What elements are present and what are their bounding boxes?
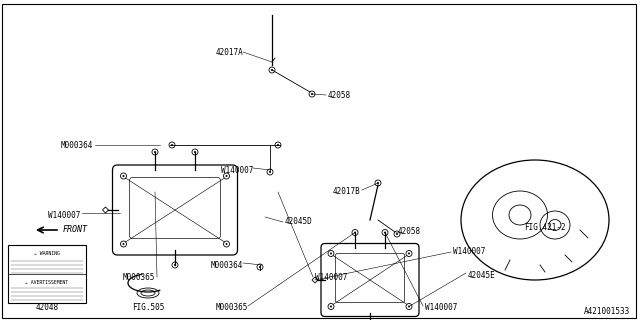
Text: FIG.505: FIG.505 — [132, 303, 164, 313]
Circle shape — [330, 252, 332, 254]
Text: W140007: W140007 — [453, 247, 485, 257]
Circle shape — [377, 182, 379, 184]
Circle shape — [271, 69, 273, 71]
Circle shape — [122, 243, 125, 245]
Text: 42058: 42058 — [398, 228, 421, 236]
Text: 42017B: 42017B — [332, 188, 360, 196]
Text: W140007: W140007 — [315, 273, 348, 282]
Text: M000364: M000364 — [211, 260, 243, 269]
Circle shape — [396, 233, 398, 235]
Text: ⚠ WARNING: ⚠ WARNING — [34, 251, 60, 255]
Circle shape — [122, 175, 125, 177]
Text: FRONT: FRONT — [63, 226, 88, 235]
Text: A421001533: A421001533 — [584, 308, 630, 316]
Text: W140007: W140007 — [425, 303, 458, 313]
Circle shape — [225, 243, 227, 245]
Text: 42058: 42058 — [328, 91, 351, 100]
Circle shape — [269, 171, 271, 173]
Circle shape — [311, 93, 313, 95]
Circle shape — [330, 306, 332, 308]
Circle shape — [225, 175, 227, 177]
Text: FIG.421-2: FIG.421-2 — [524, 223, 566, 233]
Circle shape — [354, 231, 356, 234]
Text: 42045D: 42045D — [285, 218, 313, 227]
Circle shape — [384, 231, 386, 234]
Text: M000365: M000365 — [123, 273, 155, 282]
Text: M000365: M000365 — [216, 303, 248, 313]
Bar — [8, 245, 86, 303]
Text: 42045E: 42045E — [468, 270, 496, 279]
Circle shape — [171, 144, 173, 146]
Text: M000364: M000364 — [61, 140, 93, 149]
Circle shape — [408, 306, 410, 308]
Text: 42017A: 42017A — [215, 47, 243, 57]
Text: W140007: W140007 — [47, 211, 80, 220]
Circle shape — [408, 252, 410, 254]
Text: W140007: W140007 — [221, 165, 253, 174]
Circle shape — [174, 264, 176, 266]
Circle shape — [277, 144, 279, 146]
Text: ⚠ AVERTISSEMENT: ⚠ AVERTISSEMENT — [26, 279, 68, 284]
Circle shape — [194, 151, 196, 153]
Circle shape — [154, 151, 156, 153]
Text: 42048: 42048 — [35, 303, 59, 313]
Circle shape — [259, 266, 261, 268]
